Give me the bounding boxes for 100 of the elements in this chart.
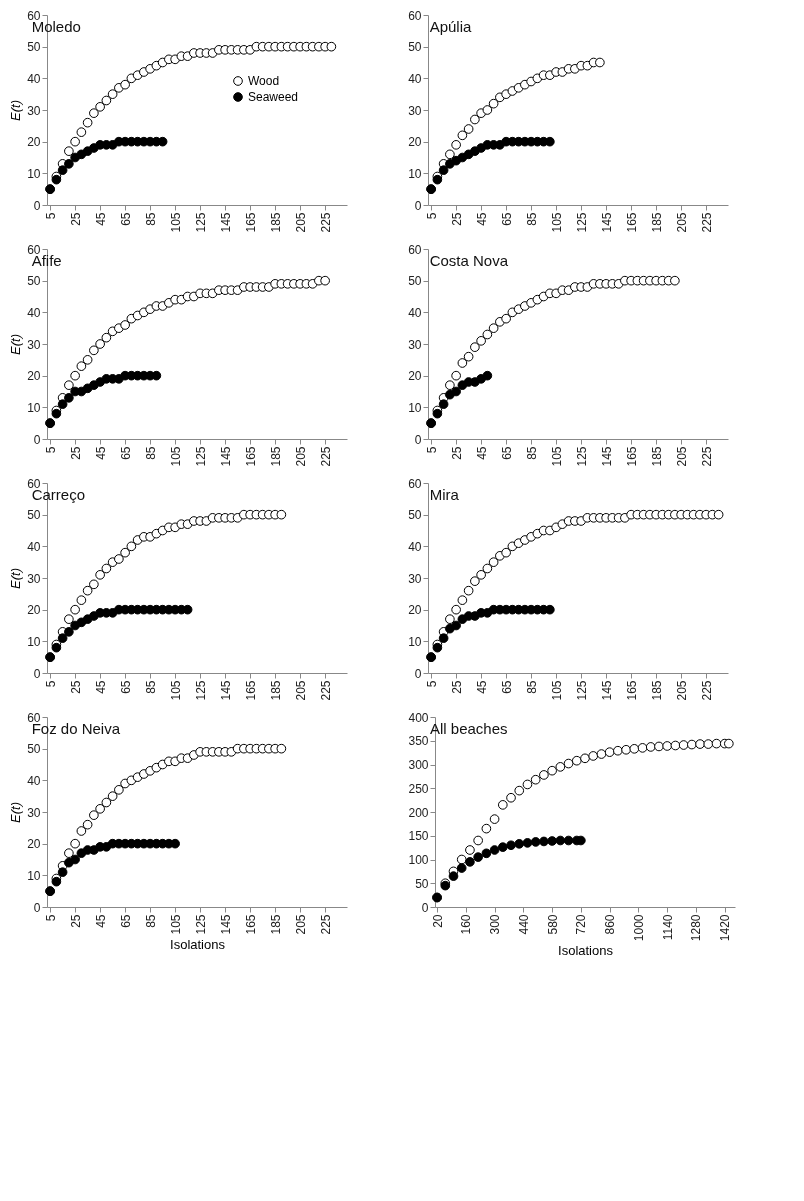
x-tick-label: 5 (43, 914, 58, 922)
y-tick-label: 0 (414, 198, 422, 213)
y-tick-label: 10 (27, 634, 41, 649)
y-tick-label: 10 (27, 400, 41, 415)
y-axis-title: E(t) (8, 334, 24, 355)
x-tick-label: 165 (624, 680, 639, 701)
x-tick-label: 25 (68, 680, 83, 694)
x-tick-label: 25 (449, 680, 464, 694)
x-tick-label: 145 (218, 446, 233, 467)
x-tick-label: 85 (143, 680, 158, 694)
x-tick-label: 165 (243, 446, 258, 467)
x-tick-label: 125 (193, 446, 208, 467)
y-tick-label: 20 (408, 603, 422, 618)
y-tick-label: 60 (408, 242, 422, 257)
y-tick-label: 40 (408, 305, 422, 320)
x-tick-label: 85 (524, 212, 539, 226)
x-tick-label: 25 (68, 914, 83, 928)
x-tick-label: 105 (168, 212, 183, 233)
x-tick-label: 5 (43, 680, 58, 688)
x-tick-label: 85 (143, 212, 158, 226)
y-tick-label: 20 (27, 603, 41, 618)
x-tick-label: 205 (674, 680, 689, 701)
y-axis-title: E(t) (8, 802, 24, 823)
legend-label: Seaweed (248, 90, 299, 104)
x-tick-label: 205 (674, 446, 689, 467)
y-tick-label: 60 (408, 476, 422, 491)
legend-label: Wood (248, 74, 280, 88)
x-tick-label: 225 (318, 446, 333, 467)
x-tick-label: 185 (268, 212, 283, 233)
y-tick-label: 400 (408, 710, 429, 725)
x-tick-label: 165 (243, 680, 258, 701)
x-tick-label: 1140 (660, 914, 675, 941)
y-tick-label: 40 (27, 71, 41, 86)
y-tick-label: 250 (408, 781, 429, 796)
x-tick-label: 45 (474, 680, 489, 694)
y-tick-label: 10 (27, 166, 41, 181)
x-tick-label: 1420 (718, 914, 733, 942)
x-tick-label: 205 (293, 212, 308, 233)
chart-title: Costa Nova (429, 252, 509, 269)
x-tick-label: 145 (599, 680, 614, 701)
x-tick-label: 85 (524, 446, 539, 460)
x-tick-label: 580 (545, 914, 560, 935)
y-tick-label: 0 (414, 666, 422, 681)
x-axis-title: Isolations (170, 936, 226, 952)
x-tick-label: 45 (93, 680, 108, 694)
y-tick-label: 20 (27, 135, 41, 150)
x-tick-label: 145 (599, 212, 614, 233)
y-tick-label: 10 (408, 634, 422, 649)
y-tick-label: 150 (408, 829, 429, 844)
y-tick-label: 0 (33, 900, 41, 915)
y-tick-label: 50 (27, 40, 41, 55)
y-tick-label: 50 (408, 40, 422, 55)
y-tick-label: 20 (27, 837, 41, 852)
x-tick-label: 185 (268, 914, 283, 935)
y-tick-label: 60 (27, 710, 41, 725)
x-tick-label: 145 (218, 212, 233, 233)
x-tick-label: 185 (649, 680, 664, 701)
x-tick-label: 145 (218, 680, 233, 701)
x-tick-label: 225 (318, 212, 333, 233)
x-tick-label: 125 (193, 680, 208, 701)
x-tick-label: 25 (449, 212, 464, 226)
y-tick-label: 40 (27, 539, 41, 554)
y-tick-label: 100 (408, 853, 429, 867)
x-tick-label: 860 (603, 914, 618, 935)
y-tick-label: 20 (408, 369, 422, 384)
y-tick-label: 30 (408, 337, 422, 352)
y-tick-label: 50 (408, 274, 422, 289)
y-tick-label: 30 (27, 571, 41, 586)
x-tick-label: 125 (193, 212, 208, 233)
x-tick-label: 5 (424, 446, 439, 454)
x-tick-label: 205 (293, 680, 308, 701)
x-tick-label: 25 (449, 446, 464, 460)
x-tick-label: 125 (574, 446, 589, 467)
x-tick-label: 125 (574, 680, 589, 701)
x-tick-label: 105 (168, 446, 183, 467)
y-tick-label: 300 (408, 758, 429, 772)
y-tick-label: 40 (408, 71, 422, 86)
x-tick-label: 165 (243, 212, 258, 233)
x-tick-label: 25 (68, 212, 83, 226)
y-tick-label: 10 (27, 868, 41, 883)
x-tick-label: 720 (574, 914, 589, 935)
chart-title: Apúlia (429, 18, 473, 35)
x-tick-label: 5 (424, 680, 439, 688)
x-tick-label: 185 (268, 446, 283, 467)
x-tick-label: 5 (43, 446, 58, 454)
x-tick-label: 45 (474, 212, 489, 226)
y-tick-label: 30 (408, 103, 422, 118)
y-tick-label: 30 (408, 571, 422, 586)
y-tick-label: 30 (27, 805, 41, 820)
x-tick-label: 145 (218, 914, 233, 935)
y-tick-label: 60 (27, 476, 41, 491)
x-tick-label: 65 (118, 680, 133, 694)
y-tick-label: 350 (408, 734, 429, 749)
y-tick-label: 200 (408, 805, 429, 820)
y-tick-label: 60 (408, 8, 422, 23)
y-tick-label: 10 (408, 166, 422, 181)
x-axis-title: Isolations (558, 943, 614, 959)
y-tick-label: 40 (408, 539, 422, 554)
x-tick-label: 65 (499, 680, 514, 694)
y-tick-label: 50 (415, 876, 429, 891)
